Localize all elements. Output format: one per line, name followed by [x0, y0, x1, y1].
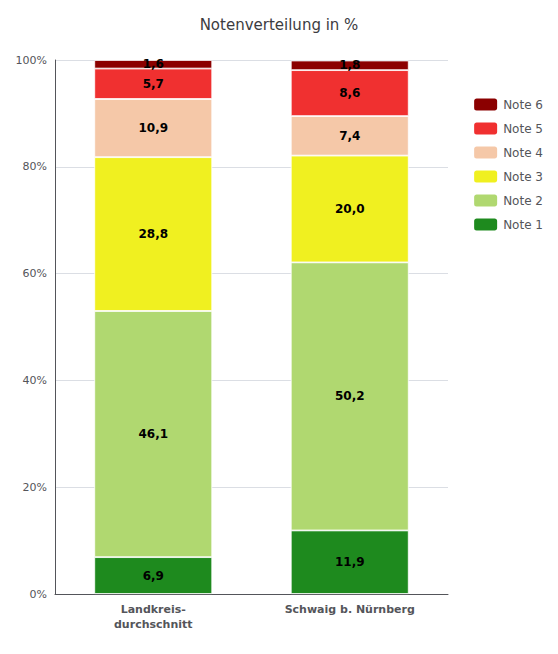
- svg-text:11,9: 11,9: [335, 555, 365, 569]
- svg-text:durchschnitt: durchschnitt: [114, 618, 193, 631]
- svg-text:40%: 40%: [23, 374, 47, 387]
- svg-text:Note 6: Note 6: [503, 98, 543, 112]
- svg-text:5,7: 5,7: [143, 77, 164, 91]
- svg-text:1,6: 1,6: [143, 57, 164, 71]
- svg-text:6,9: 6,9: [143, 569, 164, 583]
- svg-text:20,0: 20,0: [335, 202, 365, 216]
- svg-text:Landkreis-: Landkreis-: [121, 603, 186, 616]
- svg-text:100%: 100%: [16, 54, 47, 67]
- svg-text:50,2: 50,2: [335, 389, 365, 403]
- svg-text:60%: 60%: [23, 267, 47, 280]
- svg-text:7,4: 7,4: [339, 129, 360, 143]
- svg-text:80%: 80%: [23, 160, 47, 173]
- svg-text:8,6: 8,6: [339, 86, 360, 100]
- svg-text:46,1: 46,1: [138, 427, 168, 441]
- svg-text:Note 4: Note 4: [503, 146, 543, 160]
- svg-text:Note 3: Note 3: [503, 170, 543, 184]
- svg-text:20%: 20%: [23, 481, 47, 494]
- svg-text:Note 2: Note 2: [503, 194, 543, 208]
- svg-text:0%: 0%: [30, 588, 47, 601]
- svg-text:Note 1: Note 1: [503, 218, 543, 232]
- svg-text:1,8: 1,8: [339, 58, 360, 72]
- svg-text:10,9: 10,9: [138, 121, 168, 135]
- svg-text:Schwaig b. Nürnberg: Schwaig b. Nürnberg: [285, 603, 415, 616]
- svg-text:Notenverteilung in %: Notenverteilung in %: [200, 16, 359, 34]
- svg-text:Note 5: Note 5: [503, 122, 543, 136]
- svg-text:28,8: 28,8: [138, 227, 168, 241]
